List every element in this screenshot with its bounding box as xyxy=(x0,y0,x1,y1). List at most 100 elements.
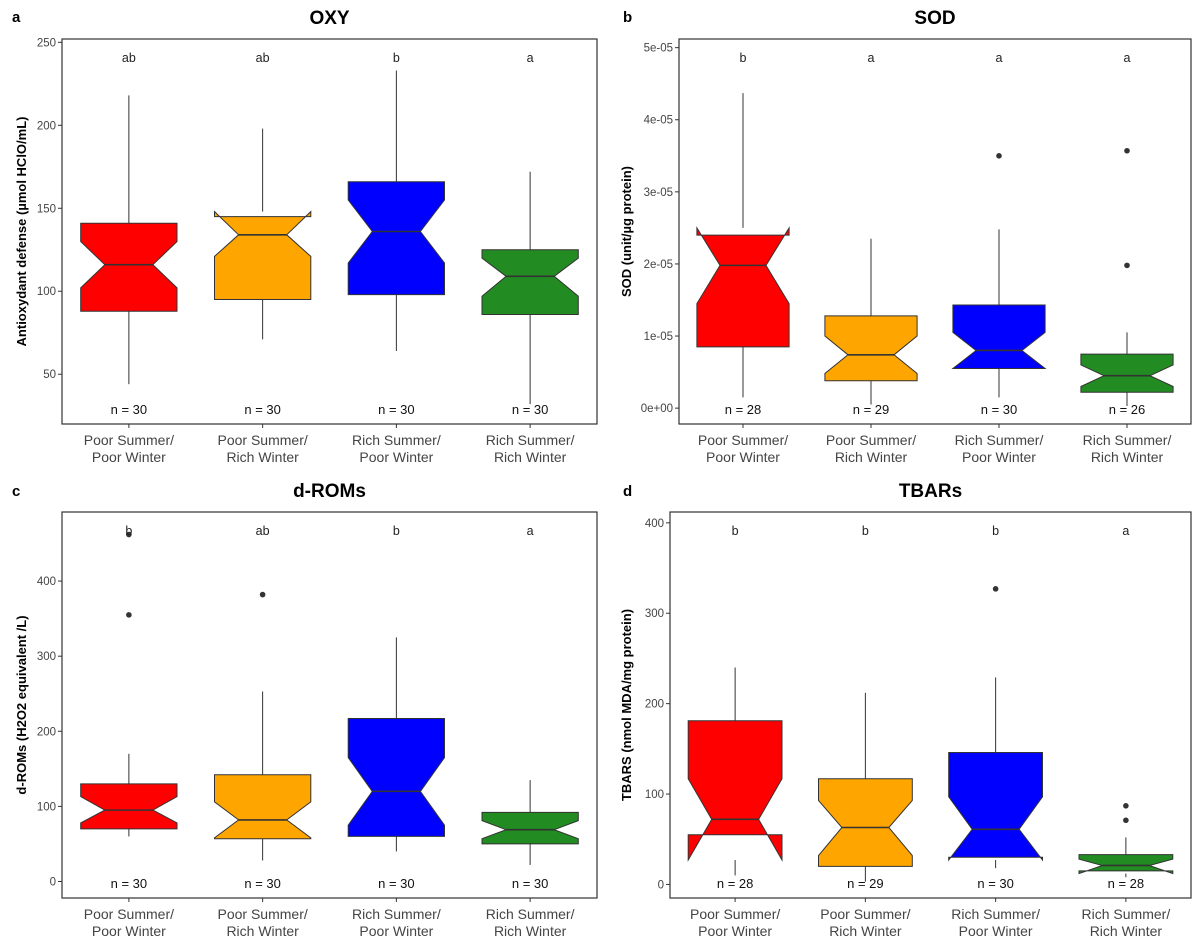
sample-size-label: n = 30 xyxy=(244,876,281,891)
significance-letter: a xyxy=(996,51,1003,65)
significance-letter: a xyxy=(527,524,534,538)
sample-size-label: n = 29 xyxy=(847,876,884,891)
y-tick-label: 5e-05 xyxy=(644,43,673,55)
sample-size-label: n = 30 xyxy=(111,402,148,417)
x-tick-label: Rich Summer/Rich Winter xyxy=(1082,906,1171,939)
significance-letter: b xyxy=(125,524,132,538)
box-2 xyxy=(824,238,918,405)
sample-size-label: n = 30 xyxy=(977,876,1014,891)
panel-d: d TBARs TBARS (nmol MDA/mg protein) 0 100 200… xyxy=(619,481,1192,939)
sample-size-label: n = 30 xyxy=(111,876,148,891)
box-2 xyxy=(214,128,312,340)
plot-frame xyxy=(678,38,1192,425)
x-tick-label: Rich Summer/Poor Winter xyxy=(352,432,441,465)
y-tick-label: 0e+00 xyxy=(641,403,673,415)
box-1 xyxy=(80,531,178,837)
box-body xyxy=(481,249,579,315)
box-body xyxy=(696,226,790,348)
sample-size-label: n = 30 xyxy=(378,402,415,417)
significance-letter: b xyxy=(732,524,739,538)
plot-frame xyxy=(669,511,1192,899)
panel-b: b SOD SOD (unit/µg protein) 0e+00 1e-05 2e-05… xyxy=(619,8,1192,465)
y-axis-label: TBARS (nmol MDA/mg protein) xyxy=(619,609,634,801)
outlier-point xyxy=(259,591,266,598)
sample-size-label: n = 30 xyxy=(512,876,549,891)
x-tick-label: Poor Summer/Rich Winter xyxy=(218,432,308,465)
y-tick-label: 200 xyxy=(37,726,56,738)
box-3 xyxy=(347,637,445,852)
sample-size-label: n = 30 xyxy=(378,876,415,891)
significance-letter: b xyxy=(862,524,869,538)
outlier-point xyxy=(1123,817,1129,824)
sample-size-label: n = 28 xyxy=(1108,876,1145,891)
outlier-point xyxy=(126,531,132,538)
outlier-point xyxy=(992,586,999,592)
box-1 xyxy=(696,93,790,398)
y-tick-label: 300 xyxy=(645,608,664,620)
significance-letter: b xyxy=(992,524,999,538)
box-body xyxy=(951,304,1047,369)
significance-letter: a xyxy=(1124,51,1131,65)
outlier-point xyxy=(1124,147,1130,154)
box-4 xyxy=(1078,802,1174,878)
y-tick-label: 300 xyxy=(37,651,56,663)
x-tick-label: Rich Summer/Poor Winter xyxy=(955,432,1044,465)
x-tick-label: Poor Summer/Rich Winter xyxy=(218,906,308,939)
y-tick-label: 200 xyxy=(645,699,664,711)
panel-a: a OXY Antioxydant defense (µmol HClO/mL) 50… xyxy=(12,8,598,465)
box-4 xyxy=(481,780,579,865)
outlier-point xyxy=(1124,262,1130,269)
box-body xyxy=(347,181,445,296)
significance-letter: ab xyxy=(256,524,270,538)
y-tick-label: 100 xyxy=(645,789,664,801)
y-tick-label: 400 xyxy=(37,576,56,588)
box-body xyxy=(824,315,918,382)
box-body xyxy=(481,811,579,845)
panel-title: d-ROMs xyxy=(293,481,366,502)
x-tick-label: Poor Summer/Poor Winter xyxy=(698,432,788,465)
panel-title: OXY xyxy=(309,8,349,29)
significance-letter: a xyxy=(527,51,534,65)
y-tick-label: 150 xyxy=(37,203,56,215)
box-4 xyxy=(1080,147,1174,406)
sample-size-label: n = 30 xyxy=(981,402,1018,417)
box-body xyxy=(1080,353,1174,393)
box-body xyxy=(1078,854,1174,875)
panel-c: c d-ROMs d-ROMs (H2O2 equivalent /L) 0 100 20… xyxy=(12,481,598,939)
outlier-point xyxy=(1123,802,1129,809)
significance-letter: b xyxy=(393,524,400,538)
y-tick-label: 1e-05 xyxy=(644,331,673,343)
box-4 xyxy=(481,171,579,405)
x-tick-label: Poor Summer/Poor Winter xyxy=(84,432,174,465)
box-body xyxy=(80,222,178,312)
sample-size-label: n = 28 xyxy=(717,876,754,891)
box-body xyxy=(347,718,445,837)
box-body xyxy=(214,774,312,840)
box-body xyxy=(948,752,1043,862)
plot-frame xyxy=(61,511,598,899)
box-3 xyxy=(347,70,445,351)
significance-letter: a xyxy=(1122,524,1129,538)
sample-size-label: n = 30 xyxy=(244,402,281,417)
outlier-point xyxy=(126,612,132,618)
plot-frame xyxy=(61,38,598,425)
sample-size-label: n = 26 xyxy=(1109,402,1146,417)
significance-letter: a xyxy=(868,51,875,65)
panel-title: SOD xyxy=(914,8,955,29)
box-3 xyxy=(948,586,1043,869)
y-tick-label: 50 xyxy=(43,369,56,381)
x-tick-label: Poor Summer/Rich Winter xyxy=(826,432,916,465)
sample-size-label: n = 30 xyxy=(512,402,549,417)
panel-letter: d xyxy=(623,483,632,500)
x-tick-label: Rich Summer/Poor Winter xyxy=(951,906,1040,939)
y-tick-label: 3e-05 xyxy=(644,187,673,199)
panel-letter: a xyxy=(12,9,21,26)
box-body xyxy=(80,783,178,830)
panel-letter: b xyxy=(623,9,632,26)
panel-title: TBARs xyxy=(899,481,962,502)
significance-letter: b xyxy=(393,51,400,65)
significance-letter: b xyxy=(740,51,747,65)
box-2 xyxy=(214,591,312,861)
y-tick-label: 0 xyxy=(658,879,664,891)
x-tick-label: Rich Summer/Poor Winter xyxy=(352,906,441,939)
